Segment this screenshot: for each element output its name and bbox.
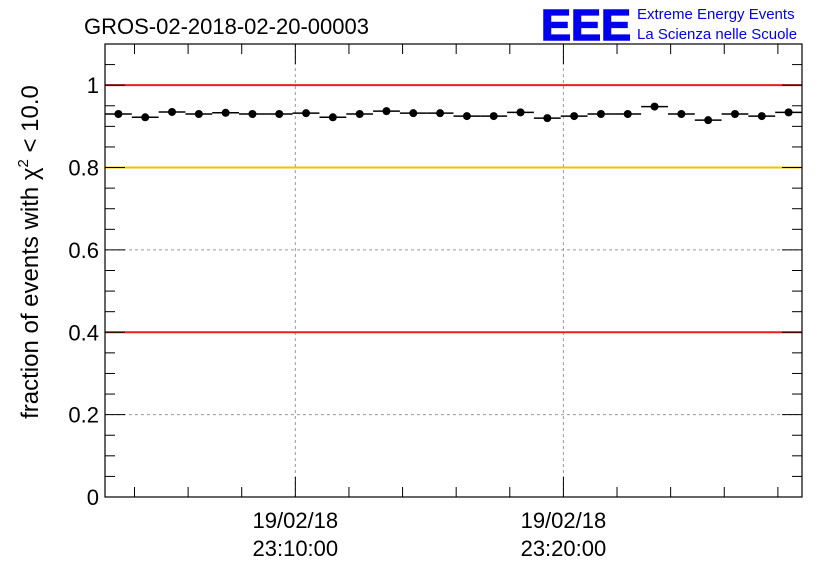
y-tick-label: 0.6 — [68, 238, 99, 263]
data-point — [436, 109, 445, 118]
data-point — [462, 112, 471, 121]
data-point — [623, 110, 632, 119]
y-tick-label: 0.8 — [68, 156, 99, 181]
data-point — [382, 107, 391, 116]
data-point — [489, 112, 498, 121]
data-point — [570, 112, 579, 121]
data-point — [114, 110, 123, 119]
y-tick-label: 0 — [87, 485, 99, 510]
data-point — [757, 112, 766, 121]
data-point — [168, 107, 177, 116]
data-point — [302, 109, 311, 118]
data-point — [784, 108, 793, 117]
data-point — [704, 116, 713, 125]
data-point — [275, 110, 284, 119]
x-tick-label-time: 23:20:00 — [521, 536, 607, 561]
data-point — [409, 109, 418, 118]
y-axis-label-sup: 2 — [15, 159, 32, 167]
data-point — [194, 110, 203, 119]
data-point — [730, 110, 739, 119]
data-point — [516, 108, 525, 117]
x-tick-label-date: 19/02/18 — [253, 508, 339, 533]
data-series — [105, 102, 802, 125]
y-axis-label-chi: χ — [17, 167, 44, 180]
eee-logo-line2: La Scienza nelle Scuole — [637, 26, 797, 43]
plot-border — [104, 43, 803, 498]
data-point — [328, 113, 337, 122]
data-point — [248, 110, 257, 119]
reference-lines — [105, 84, 802, 334]
eee-logo-line1: Extreme Energy Events — [637, 6, 795, 23]
grid-layer — [105, 44, 802, 497]
data-point — [650, 102, 659, 111]
data-point — [355, 110, 364, 119]
data-point — [141, 113, 150, 122]
eee-logo-mark: EEE — [541, 1, 631, 50]
x-tick-label-date: 19/02/18 — [521, 508, 607, 533]
y-tick-label: 0.2 — [68, 403, 99, 428]
y-axis-label-suffix: < 10.0 — [17, 85, 44, 159]
y-tick-label: 0.4 — [68, 320, 99, 345]
y-axis-label-prefix: fraction of events with — [17, 180, 44, 419]
data-point — [543, 114, 552, 123]
y-tick-label: 1 — [87, 73, 99, 98]
data-point — [221, 108, 230, 117]
data-point — [677, 110, 686, 119]
y-axis-label: fraction of events with χ2 < 10.0 — [15, 85, 44, 419]
axis-ticks: 0 0.2 0.4 0.6 0.8 1 19/02/18 23:10:00 19/02/18 23… — [68, 43, 802, 561]
chart-title: GROS-02-2018-02-20-00003 — [84, 14, 369, 39]
x-tick-label-time: 23:10:00 — [253, 536, 339, 561]
eee-logo: EEE Extreme Energy Events La Scienza nel… — [540, 0, 797, 51]
plot-frame — [104, 43, 803, 498]
data-point — [596, 110, 605, 119]
